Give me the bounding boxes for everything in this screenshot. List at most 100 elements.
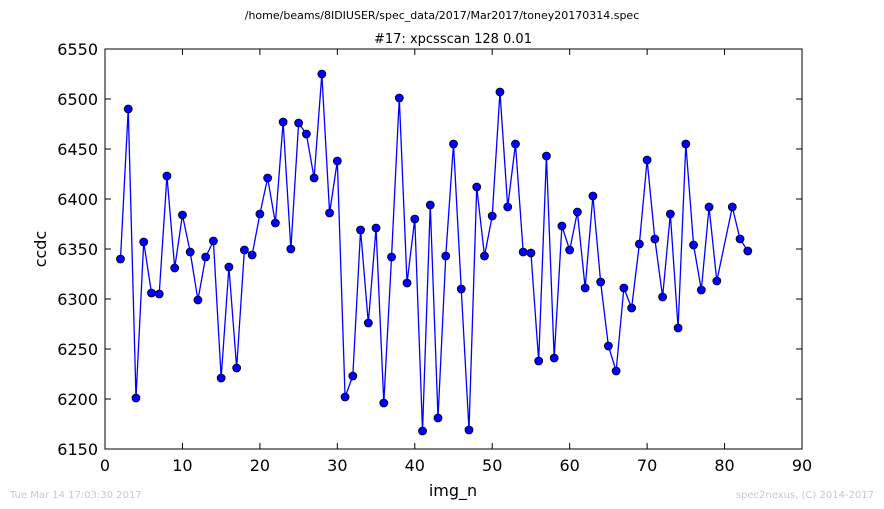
data-point [325,208,334,218]
data-point [503,202,513,212]
data-point [131,393,141,403]
data-point [193,295,203,305]
data-point [588,191,598,201]
data-point [418,426,427,436]
data-point [255,209,265,219]
data-point [139,237,149,247]
x-tick-label: 40 [405,456,425,475]
chart-title: #17: xpcsscan 128 0.01 [374,32,532,47]
data-point [348,371,358,381]
data-point [425,200,435,210]
data-point [270,218,280,228]
x-axis: 0 10 20 30 40 50 60 70 80 90 [100,49,812,475]
data-point [464,425,474,435]
data-point [557,221,567,231]
data-point [363,318,373,328]
data-point [387,252,396,262]
data-point [658,292,667,302]
data-point [170,263,180,273]
data-point [278,117,288,127]
data-point [518,247,528,257]
data-point [116,254,125,264]
data-point [147,288,156,298]
x-tick-label: 50 [482,456,502,475]
data-point [356,225,365,235]
data-point [154,289,164,299]
data-point [704,202,714,212]
data-point [332,156,342,166]
data-point [712,276,722,286]
data-point [232,363,242,373]
data-point [178,210,187,220]
data-point [634,239,644,249]
data-point [340,392,350,402]
x-tick-label: 60 [559,456,579,475]
data-point [239,245,249,255]
data-point [611,366,621,376]
data-point [642,155,652,165]
data-point [735,234,745,244]
data-point [449,139,458,149]
y-tick-label: 6450 [57,140,98,159]
data-point [201,252,211,262]
y-tick-label: 6200 [57,390,98,409]
data-point [433,413,443,423]
data-point [371,223,381,233]
footer-timestamp: Tue Mar 14 17:03:30 2017 [9,490,142,501]
data-point [565,245,575,255]
x-axis-label: img_n [429,481,477,501]
y-tick-label: 6250 [57,340,98,359]
data-point [247,250,257,260]
data-point [456,284,466,294]
data-point [209,236,218,246]
data-point [286,244,296,254]
data-point [224,262,234,272]
data-point [603,341,613,351]
data-point [673,323,683,333]
y-axis-label: ccdc [31,231,50,268]
x-tick-label: 70 [637,456,657,475]
data-point [263,173,273,183]
data-point [689,240,698,250]
y-tick-label: 6400 [57,190,98,209]
data-point [162,171,172,181]
data-point [534,356,544,366]
data-point [596,277,606,287]
data-point [619,283,629,293]
data-point [379,398,389,408]
data-point [573,207,582,217]
data-point [410,214,420,224]
x-tick-label: 0 [100,456,110,475]
data-point [402,278,412,288]
data-point [650,234,660,244]
data-point [317,69,327,79]
data-point [727,202,737,212]
data-point [495,87,505,97]
data-point [511,139,520,149]
data-point [665,209,675,219]
data-point [301,129,311,139]
data-point [185,247,195,257]
data-point [216,373,226,383]
data-point [123,104,133,114]
footer-credit: spec2nexus, (C) 2014-2017 [736,490,874,501]
data-point [696,285,706,295]
data-point [309,173,319,183]
x-tick-label: 10 [172,456,192,475]
y-tick-label: 6150 [57,440,98,459]
y-axis: 6150 6200 6250 6300 6350 6400 6450 6500 6550 [57,40,802,459]
data-point [526,248,536,258]
x-tick-label: 80 [714,456,734,475]
y-tick-label: 6500 [57,90,98,109]
data-point [627,303,637,313]
file-path-title: /home/beams/8IDIUSER/spec_data/2017/Mar2… [245,9,640,22]
series-points [116,69,753,436]
data-point [580,283,590,293]
data-point [743,246,753,256]
x-tick-label: 90 [792,456,812,475]
x-tick-label: 20 [250,456,270,475]
data-point [472,182,482,192]
data-point [542,151,551,161]
data-point [294,118,304,128]
